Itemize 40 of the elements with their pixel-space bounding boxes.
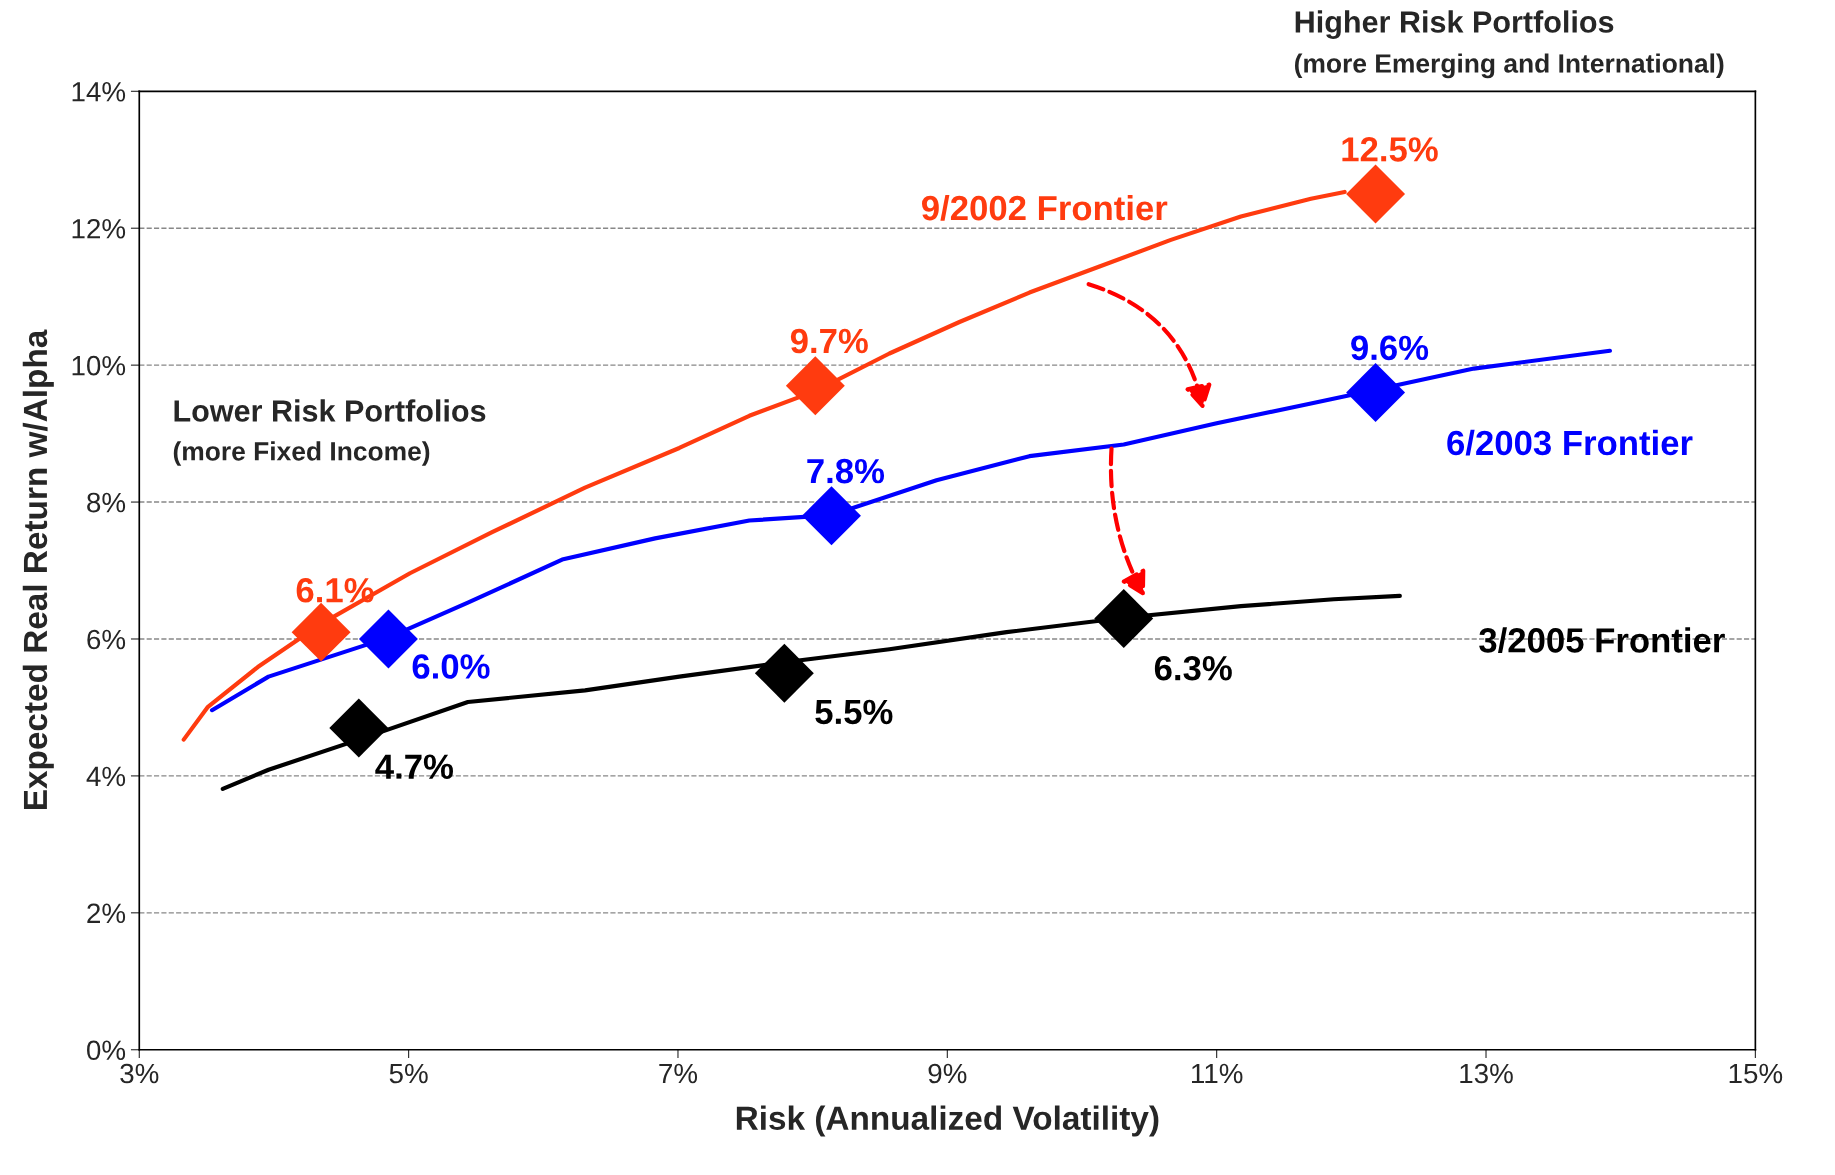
y-tick-label: 2% <box>87 903 126 924</box>
x-tick-label: 7% <box>659 1063 698 1084</box>
point <box>291 602 351 662</box>
x-tick-label: 15% <box>1729 1063 1783 1084</box>
x-tick-label: 3% <box>120 1063 159 1084</box>
x-axis-title: Risk (Annualized Volatility) <box>736 1105 1159 1137</box>
series-label: 9/2002 Frontier <box>921 194 1168 221</box>
x-tick-label: 13% <box>1460 1063 1513 1084</box>
data-label: 7.8% <box>807 458 885 484</box>
data-label: 6.1% <box>296 577 374 603</box>
text: (more Emerging and International) <box>1294 53 1724 79</box>
point <box>1346 363 1406 422</box>
data-label: 6.0% <box>412 654 490 679</box>
point <box>1346 164 1406 224</box>
y-axis-title: Expected Real Return w/Alpha <box>22 329 54 810</box>
y-tick-label: 10% <box>72 355 126 376</box>
data-label: 4.7% <box>375 754 454 779</box>
x-tick-label: 11% <box>1192 1063 1243 1084</box>
annotation: (more Fixed Income) <box>173 441 430 466</box>
point <box>754 643 814 703</box>
x-tick-label: 5% <box>389 1063 428 1084</box>
point <box>802 486 861 546</box>
text: 3/2005 Frontier <box>1479 627 1725 654</box>
data-label: 9.6% <box>1351 335 1429 361</box>
text: Higher Risk Portfolios <box>1295 10 1614 39</box>
y-tick-label: 8% <box>87 492 126 513</box>
data-label: 5.5% <box>815 699 893 725</box>
series-label: 6/2003 Frontier <box>1447 429 1693 456</box>
y-tick-label: 4% <box>86 766 126 787</box>
data-label: 9.7% <box>790 328 868 354</box>
annotation: Lower Risk Portfolios <box>174 399 486 422</box>
x-tick-label: 9% <box>928 1063 967 1084</box>
data-label: 6.3% <box>1154 655 1232 681</box>
point <box>785 356 845 416</box>
y-tick-label: 12% <box>72 218 126 239</box>
y-tick-label: 0% <box>87 1040 126 1061</box>
data-label: 12.5% <box>1342 137 1438 162</box>
point <box>1094 588 1154 648</box>
y-tick-label: 6% <box>87 629 126 650</box>
y-tick-label: 14% <box>72 82 126 102</box>
